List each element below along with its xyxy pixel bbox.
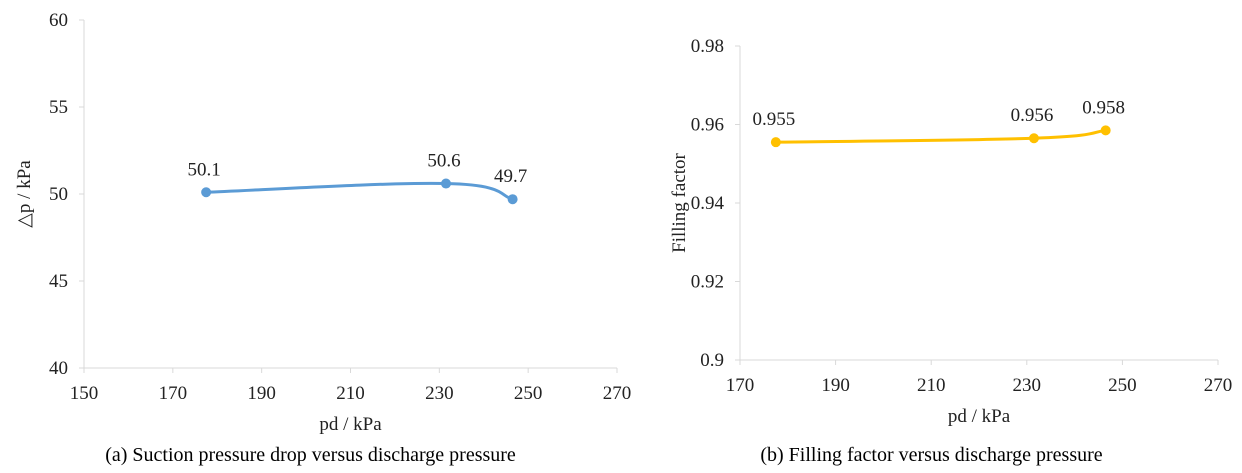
chart-a-y-tick-label: 50	[49, 184, 68, 205]
chart-b-caption: (b) Filling factor versus discharge pres…	[760, 444, 1103, 466]
chart-b-x-tick-label: 230	[1013, 375, 1042, 396]
chart-a-y-axis-title: △p / kPa	[14, 160, 35, 228]
chart-b-y-axis-title: Filling factor	[669, 152, 690, 252]
chart-a-x-tick-label: 210	[336, 383, 365, 404]
chart-a-x-tick-label: 250	[514, 383, 543, 404]
chart-b-data-point	[1100, 125, 1111, 136]
chart-b-data-point	[770, 137, 781, 148]
chart-a-x-tick-label: 190	[247, 383, 276, 404]
chart-a-x-tick-label: 150	[70, 383, 99, 404]
chart-a-data-label: 49.7	[494, 166, 527, 187]
chart-a-data-point	[440, 178, 451, 189]
chart-b-y-tick-label: 0.96	[691, 115, 724, 136]
chart-panel-b: 0.9 0.92 0.94 0.96 0.98 170 190 210 230 250 270 pd …	[621, 0, 1242, 473]
chart-b-x-tick-label: 170	[726, 375, 755, 396]
chart-panel-a: 40 45 50 55 60 150 170 190 210 230 250 270 pd / kPa △…	[14, 10, 631, 466]
chart-b-svg: 0.9 0.92 0.94 0.96 0.98 170 190 210 230 250 270 pd …	[669, 36, 1233, 427]
chart-b-y-tick-label: 0.94	[691, 193, 725, 214]
chart-b-x-axis-title: pd / kPa	[948, 406, 1011, 427]
chart-a-caption: (a) Suction pressure drop versus dischar…	[105, 444, 516, 466]
chart-b-data-label: 0.955	[752, 109, 795, 130]
chart-a-data-point	[201, 187, 212, 198]
chart-a-x-axis-title: pd / kPa	[319, 414, 382, 435]
chart-a-y-tick-label: 55	[49, 97, 68, 118]
chart-a-data-point	[507, 194, 518, 205]
chart-b-x-tick-label: 270	[1204, 375, 1233, 396]
chart-a-x-tick-label: 170	[159, 383, 188, 404]
chart-b-y-tick-label: 0.92	[691, 272, 724, 293]
chart-b-x-tick-label: 250	[1108, 375, 1137, 396]
chart-b-data-label: 0.956	[1011, 105, 1054, 126]
chart-a-series-line	[204, 181, 515, 201]
chart-b-data-point	[1028, 133, 1039, 144]
chart-a-svg: 40 45 50 55 60 150 170 190 210 230 250 270 pd / kPa △…	[14, 10, 631, 435]
chart-b-y-tick-label: 0.9	[700, 350, 724, 371]
chart-a-y-tick-label: 40	[49, 358, 68, 379]
chart-a-x-tick-label: 270	[603, 383, 632, 404]
chart-a-y-tick-label: 45	[49, 271, 68, 292]
chart-b-x-tick-label: 190	[821, 375, 850, 396]
chart-a-data-label: 50.6	[427, 151, 460, 172]
chart-a-x-tick-label: 230	[425, 383, 454, 404]
chart-b-series-line	[774, 128, 1108, 144]
chart-a-y-tick-label: 60	[49, 10, 68, 31]
chart-b-x-tick-label: 210	[917, 375, 946, 396]
chart-a-data-label: 50.1	[188, 159, 221, 180]
chart-b-data-label: 0.958	[1082, 97, 1125, 118]
chart-b-y-tick-label: 0.98	[691, 36, 724, 57]
